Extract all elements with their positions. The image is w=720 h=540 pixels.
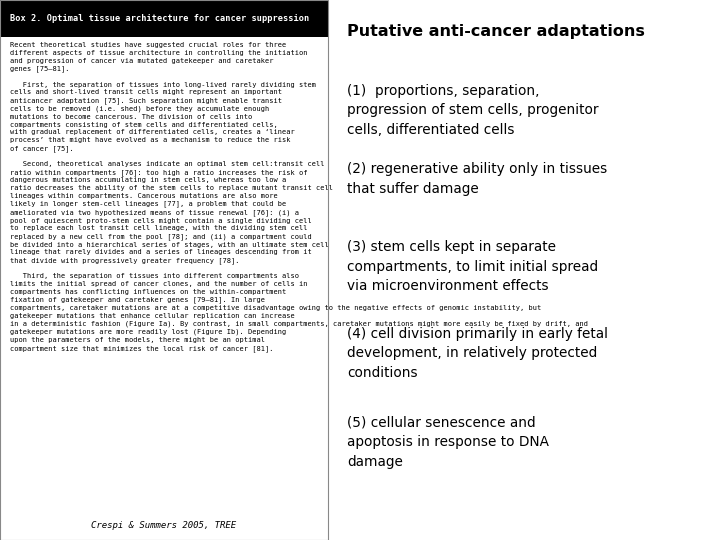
Text: Putative anti-cancer adaptations: Putative anti-cancer adaptations: [347, 24, 645, 39]
Text: Box 2. Optimal tissue architecture for cancer suppression: Box 2. Optimal tissue architecture for c…: [10, 14, 309, 23]
Text: (2) regenerative ability only in tissues
that suffer damage: (2) regenerative ability only in tissues…: [347, 162, 608, 195]
Text: (3) stem cells kept in separate
compartments, to limit initial spread
via microe: (3) stem cells kept in separate compartm…: [347, 240, 598, 293]
Text: Crespi & Summers 2005, TREE: Crespi & Summers 2005, TREE: [91, 521, 236, 530]
Text: Recent theoretical studies have suggested crucial roles for three
different aspe: Recent theoretical studies have suggeste…: [10, 42, 588, 352]
FancyBboxPatch shape: [0, 37, 328, 540]
FancyBboxPatch shape: [0, 0, 328, 37]
Text: (4) cell division primarily in early fetal
development, in relatively protected
: (4) cell division primarily in early fet…: [347, 327, 608, 380]
Text: (1)  proportions, separation,
progression of stem cells, progenitor
cells, diffe: (1) proportions, separation, progression…: [347, 84, 599, 137]
Text: (5) cellular senescence and
apoptosis in response to DNA
damage: (5) cellular senescence and apoptosis in…: [347, 416, 549, 469]
